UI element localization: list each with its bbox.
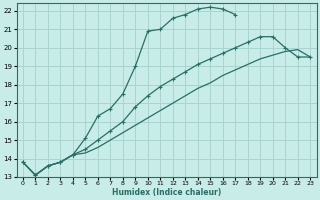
X-axis label: Humidex (Indice chaleur): Humidex (Indice chaleur) [112,188,221,197]
